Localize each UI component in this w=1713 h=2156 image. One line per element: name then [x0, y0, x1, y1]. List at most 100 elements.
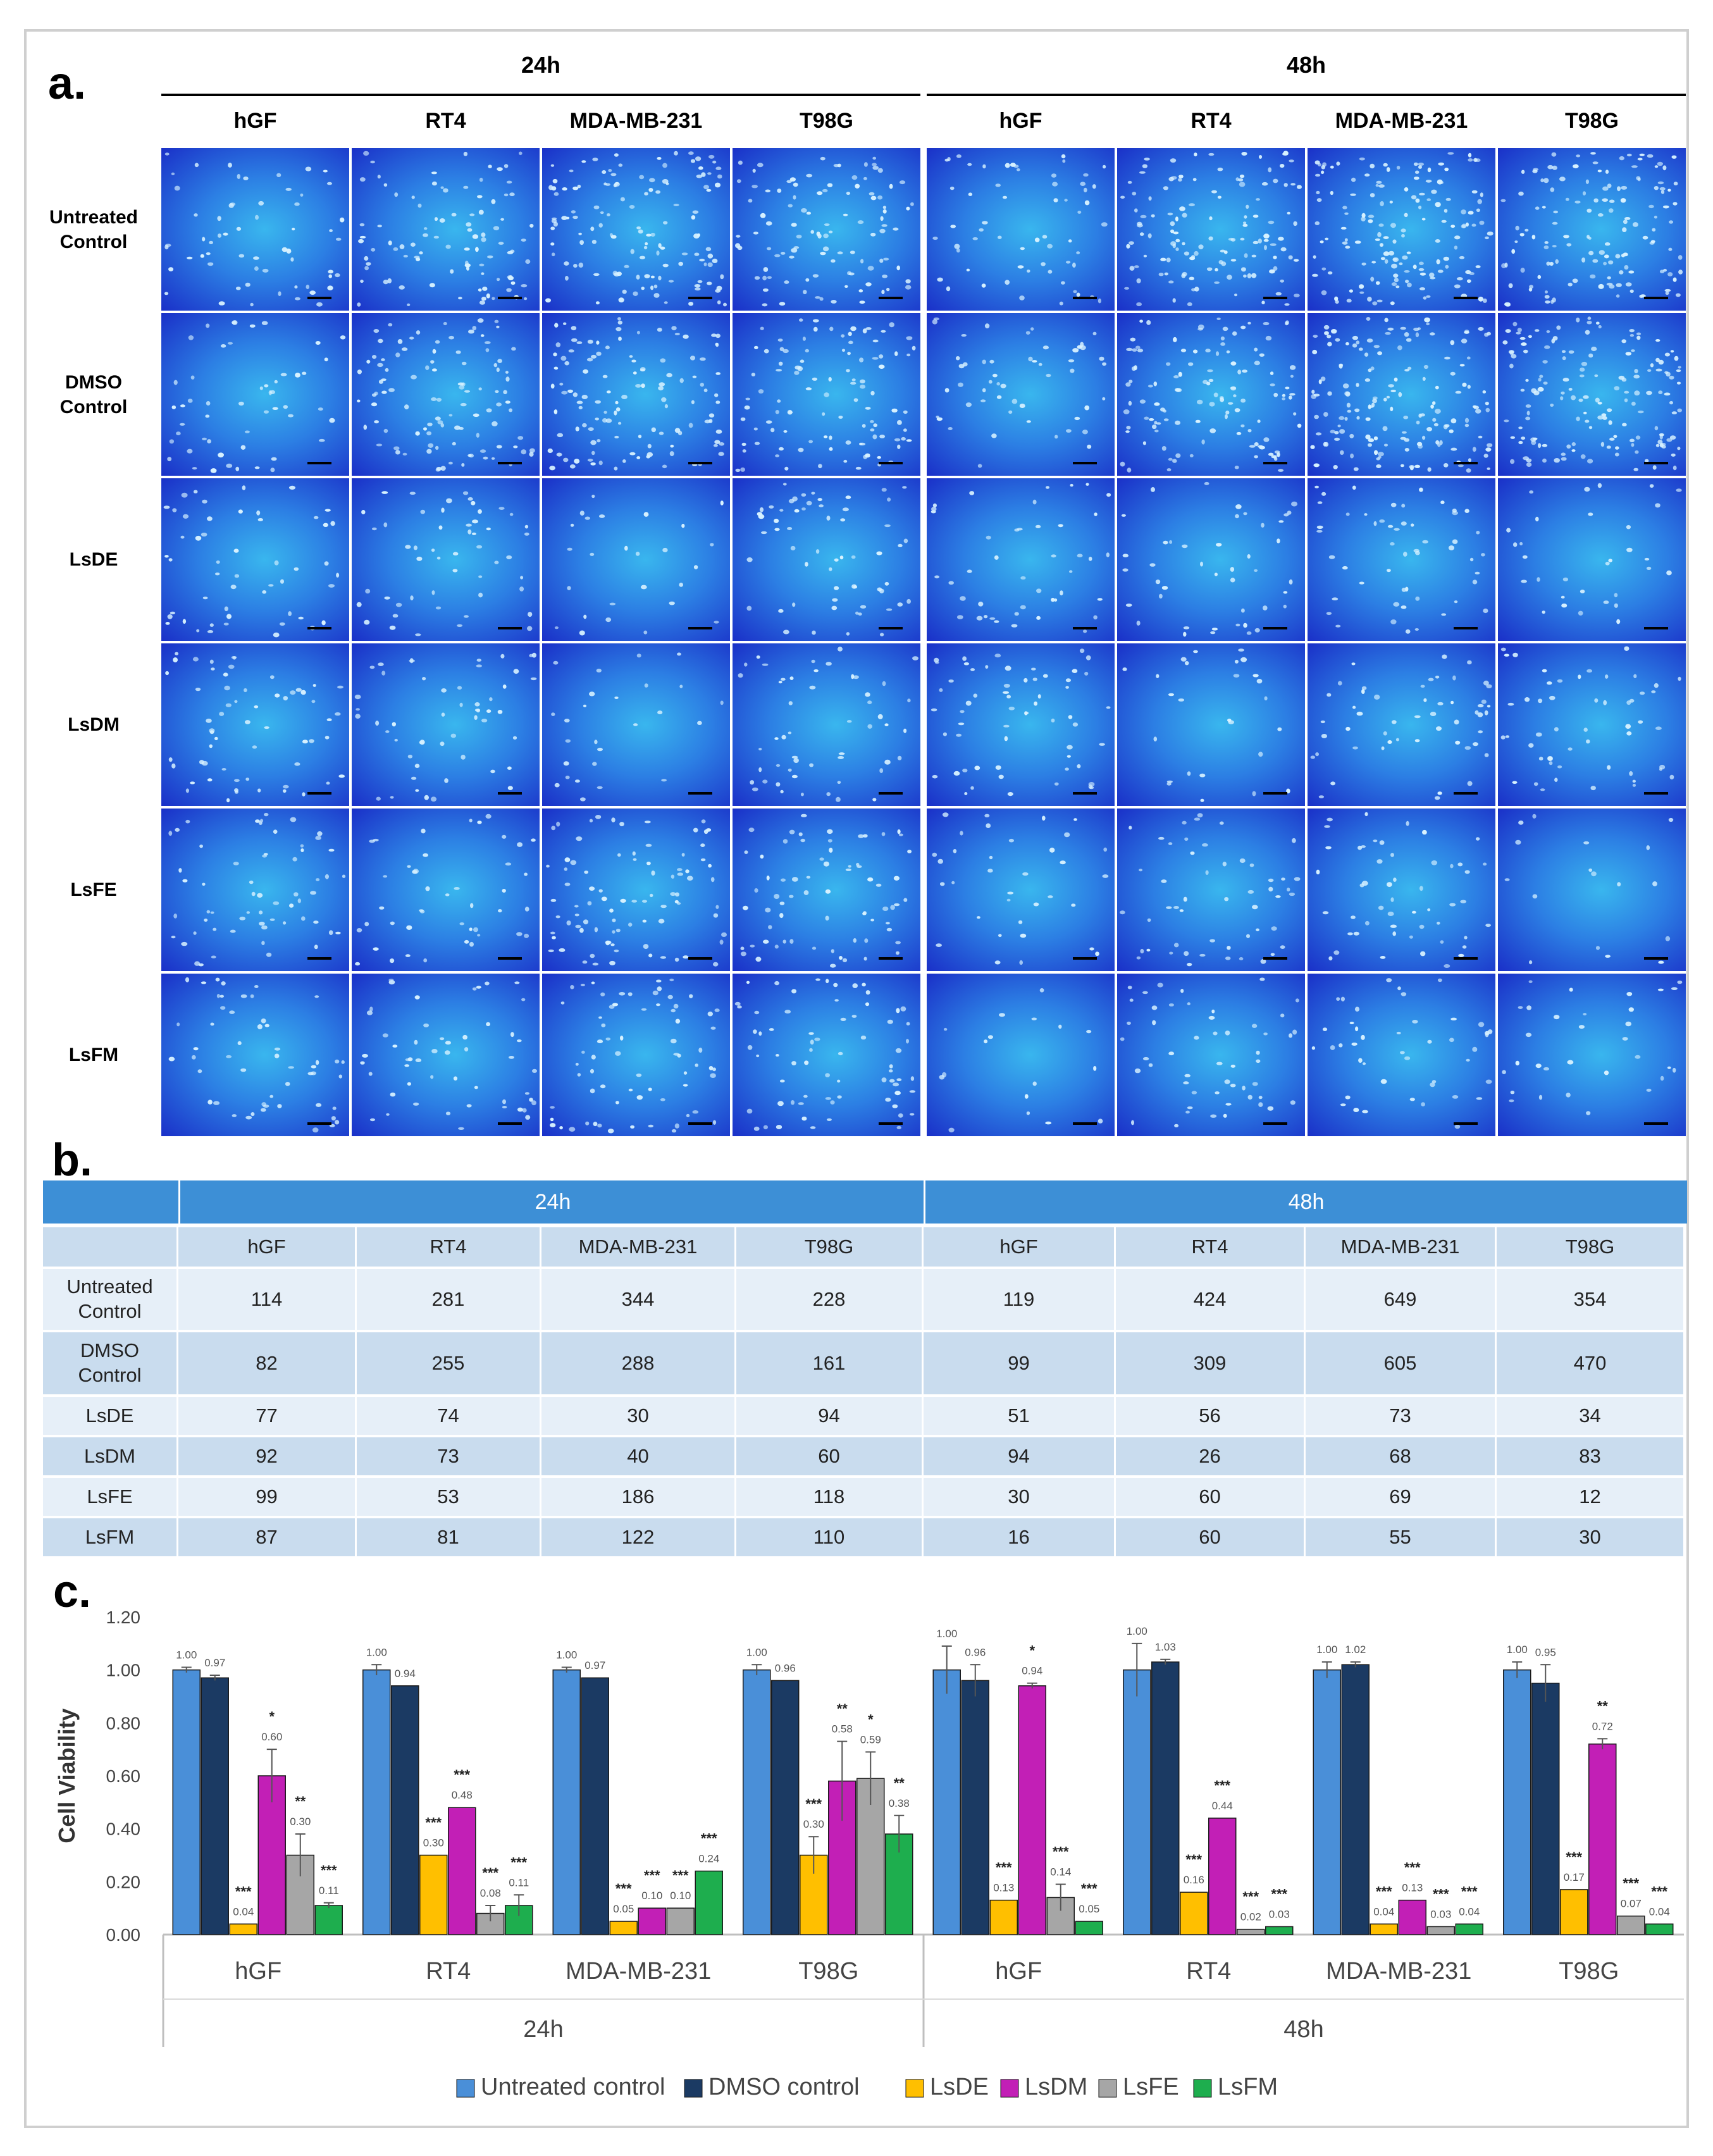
nucleus — [1486, 684, 1492, 688]
nucleus — [806, 500, 812, 505]
nucleus — [671, 1129, 677, 1133]
nucleus — [787, 527, 793, 530]
nucleus — [474, 715, 478, 720]
nucleus — [801, 208, 807, 213]
micrograph-tile — [1117, 148, 1305, 311]
nucleus — [605, 940, 612, 945]
nucleus — [688, 423, 693, 428]
nucleus — [1504, 302, 1511, 307]
nucleus — [1013, 164, 1019, 168]
nucleus — [1263, 239, 1269, 242]
nucleus — [164, 555, 169, 558]
nucleus — [1094, 512, 1098, 516]
nucleus — [614, 950, 619, 953]
nucleus — [674, 1123, 679, 1129]
nucleus — [550, 226, 555, 230]
nuclei-layer — [354, 652, 537, 802]
nucleus — [1637, 158, 1643, 161]
nucleus — [715, 372, 720, 375]
nucleus — [674, 151, 678, 156]
nucleus — [1254, 442, 1259, 447]
nucleus — [550, 898, 557, 902]
nucleus — [496, 367, 500, 373]
nucleus — [1256, 1050, 1260, 1055]
nucleus — [612, 1003, 619, 1007]
nucleus — [803, 290, 807, 295]
nucleus — [1423, 698, 1427, 702]
nucleus — [610, 173, 617, 177]
nucleus — [1006, 898, 1011, 901]
nucleus — [1432, 401, 1436, 405]
nucleus — [1678, 255, 1683, 260]
nucleus — [415, 789, 419, 792]
nucleus — [1121, 514, 1126, 517]
nucleus — [485, 981, 490, 986]
nucleus — [421, 828, 426, 834]
nucleus — [589, 886, 595, 891]
nucleus — [1170, 158, 1177, 163]
nucleus — [1083, 173, 1089, 177]
nucleus — [736, 179, 741, 183]
nucleus — [477, 934, 481, 937]
nucleus — [377, 175, 381, 179]
table-value-cell: 68 — [1306, 1437, 1497, 1475]
nucleus — [867, 266, 874, 271]
nucleus — [1011, 399, 1018, 404]
nucleus — [1351, 915, 1356, 919]
nucleus — [837, 163, 841, 168]
nucleus — [438, 525, 443, 530]
nucleus — [903, 428, 907, 432]
nucleus — [1545, 300, 1550, 304]
nucleus — [373, 947, 379, 951]
nucleus — [1246, 631, 1252, 635]
nucleus — [1386, 167, 1390, 172]
nucleus — [1217, 167, 1223, 171]
nucleus — [359, 235, 366, 239]
nucleus — [707, 253, 714, 259]
nucleus — [1468, 458, 1471, 462]
nucleus — [318, 407, 323, 411]
nucleus — [1504, 263, 1508, 268]
nucleus — [665, 182, 669, 185]
nucleus — [1472, 447, 1476, 452]
nucleus — [1629, 771, 1633, 776]
nucleus — [1208, 378, 1214, 383]
nucleus — [452, 442, 456, 446]
nucleus — [629, 452, 636, 455]
nucleus — [275, 693, 280, 698]
nucleus — [1450, 418, 1457, 424]
nucleus — [259, 386, 263, 390]
nucleus — [1552, 297, 1556, 303]
nucleus — [1252, 1082, 1258, 1086]
nucleus — [1142, 991, 1148, 994]
nucleus — [358, 239, 364, 244]
nucleus — [1025, 331, 1030, 335]
nucleus — [236, 226, 242, 231]
nucleus — [890, 905, 895, 910]
nucleus — [817, 191, 823, 195]
nucleus — [650, 275, 655, 278]
nucleus — [765, 189, 770, 193]
nucleus — [597, 1039, 603, 1044]
nucleus — [1098, 298, 1101, 304]
nucleus — [794, 371, 800, 375]
nucleus — [206, 401, 211, 406]
nucleus — [169, 439, 175, 444]
nucleus — [1382, 426, 1388, 431]
nucleus — [1383, 443, 1388, 447]
nucleus — [1187, 962, 1192, 967]
nucleus — [1395, 285, 1400, 288]
nucleus — [201, 532, 207, 537]
nucleus — [737, 245, 743, 251]
nucleus — [1259, 977, 1265, 981]
nucleus — [1542, 443, 1548, 447]
nucleus — [1136, 302, 1142, 307]
nucleus — [698, 166, 703, 170]
nucleus — [1532, 814, 1537, 819]
nucleus — [1258, 1102, 1263, 1107]
nucleus — [700, 858, 706, 862]
nucleus — [1542, 206, 1546, 209]
nucleus — [1263, 321, 1270, 326]
nucleus — [1510, 1091, 1515, 1094]
nucleus — [257, 518, 263, 521]
